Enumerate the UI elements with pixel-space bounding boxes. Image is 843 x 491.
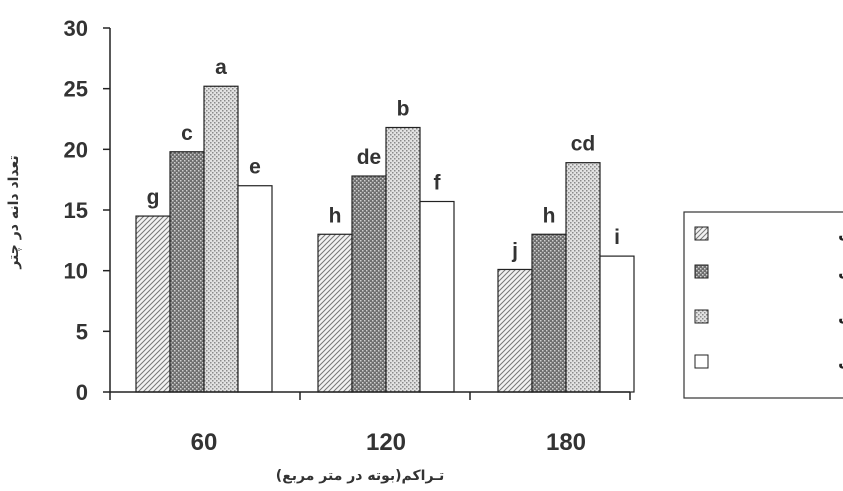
legend-swatch: [694, 309, 709, 324]
bar-60-series-4: [237, 185, 273, 393]
y-tick-label: 25: [64, 77, 88, 102]
bar-120-series-2: [351, 175, 387, 393]
bar-180-series-1: [497, 268, 533, 393]
bar-180-series-3: [565, 162, 601, 393]
bars-layer: [135, 85, 635, 393]
bar-letter-label: a: [215, 56, 227, 79]
bar-letter-label: g: [147, 186, 160, 209]
legend-item: دو بار کنترل: [694, 306, 843, 325]
legend-swatch: [694, 226, 709, 241]
legend-label: یکبار کنترل: [838, 261, 843, 280]
bar-letter-label: h: [329, 204, 342, 227]
bar-letter-label: e: [249, 156, 261, 179]
bar-letter-label: h: [543, 204, 556, 227]
legend-item: سه بار کنترل: [694, 351, 843, 370]
bar-120-series-3: [385, 126, 421, 393]
y-tick-label: 15: [64, 198, 88, 223]
bar-120-series-4: [419, 200, 455, 393]
legend-label: دو بار کنترل: [838, 306, 843, 325]
legend: بدون کنترل یکبار کنترل دو بار کنترل سه بار …: [683, 211, 843, 399]
x-tick-label: 180: [546, 429, 586, 456]
legend-swatch: [694, 354, 709, 369]
y-tick-label: 5: [76, 319, 88, 344]
bar-60-series-3: [203, 85, 239, 393]
bar-180-series-4: [599, 255, 635, 393]
legend-item: بدون کنترل: [694, 223, 843, 242]
legend-box: [683, 211, 843, 399]
y-tick-label: 0: [76, 380, 88, 405]
legend-label: بدون کنترل: [838, 223, 843, 242]
axes-layer: 60 120 180 0 5 10 15 20 25 30: [64, 16, 631, 456]
bar-letter-label: c: [181, 122, 193, 145]
x-tick-label: 120: [366, 429, 406, 456]
bar-labels-layer: g c a e h de b f j h cd i: [147, 56, 620, 262]
y-tick-label: 30: [64, 16, 88, 41]
bar-letter-label: i: [614, 226, 620, 249]
bar-letter-label: cd: [571, 133, 596, 156]
bar-60-series-1: [135, 215, 171, 393]
legend-label: سه بار کنترل: [838, 351, 843, 370]
x-axis-title: تـراکم(بوته در متر مربع): [276, 468, 444, 484]
bar-letter-label: b: [397, 97, 410, 120]
bar-120-series-1: [317, 233, 353, 393]
legend-item: یکبار کنترل: [694, 261, 843, 280]
bar-letter-label: j: [511, 239, 518, 262]
bar-180-series-2: [531, 233, 567, 393]
bar-60-series-2: [169, 151, 205, 393]
y-axis-title: تعداد دانه در چتر: [6, 155, 22, 269]
y-tick-label: 20: [64, 137, 88, 162]
bar-letter-label: f: [434, 172, 442, 195]
y-tick-label: 10: [64, 259, 88, 284]
x-tick-label: 60: [191, 429, 218, 456]
legend-swatch: [694, 264, 709, 279]
bar-letter-label: de: [357, 146, 382, 169]
